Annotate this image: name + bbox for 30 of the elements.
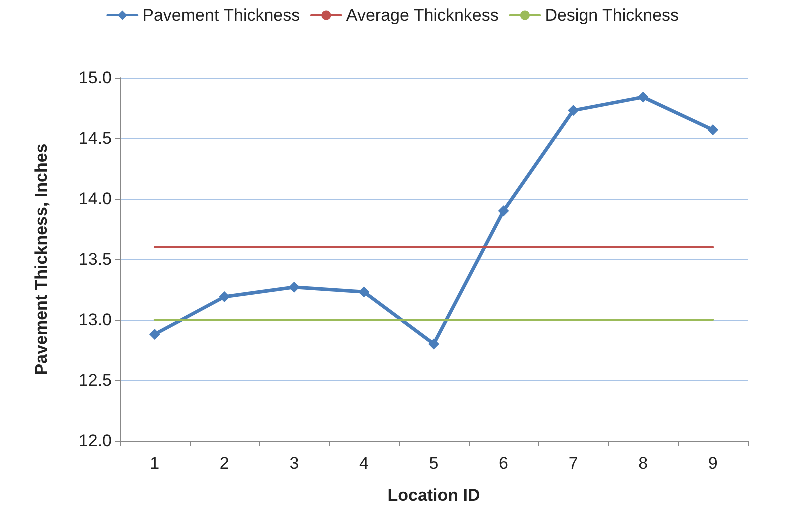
point xyxy=(568,105,580,116)
point xyxy=(219,292,230,303)
y-axis-title: Pavement Thickness, Inches xyxy=(32,144,51,376)
x-tick-label: 1 xyxy=(150,454,160,473)
legend-label: Average Thicknkess xyxy=(346,6,499,25)
x-axis-title: Location ID xyxy=(388,486,480,505)
point xyxy=(288,282,300,293)
y-tick-label: 12.0 xyxy=(78,432,112,450)
point xyxy=(149,329,160,340)
x-tick-label: 4 xyxy=(359,454,369,473)
x-tick-label: 3 xyxy=(290,454,300,473)
legend-label: Design Thickness xyxy=(545,6,680,25)
point xyxy=(708,124,719,136)
y-tick-label: 12.5 xyxy=(78,371,112,390)
y-tick-label: 13.5 xyxy=(78,250,112,269)
point xyxy=(498,206,510,217)
y-tick-label: 14.5 xyxy=(78,129,112,148)
y-tick-label: 15.0 xyxy=(78,68,112,88)
x-tick-label: 6 xyxy=(499,454,509,473)
point xyxy=(358,286,370,298)
point xyxy=(638,92,649,103)
x-tick-label: 2 xyxy=(220,454,230,473)
x-tick-label: 7 xyxy=(568,454,578,473)
y-tick-label: 14.0 xyxy=(78,190,112,208)
point xyxy=(428,338,440,350)
x-tick-label: 9 xyxy=(708,454,718,473)
y-tick-label: 13.0 xyxy=(78,310,112,330)
x-tick-label: 8 xyxy=(638,454,648,473)
legend-label: Pavement Thickness xyxy=(142,6,300,25)
x-tick-label: 5 xyxy=(429,454,439,473)
